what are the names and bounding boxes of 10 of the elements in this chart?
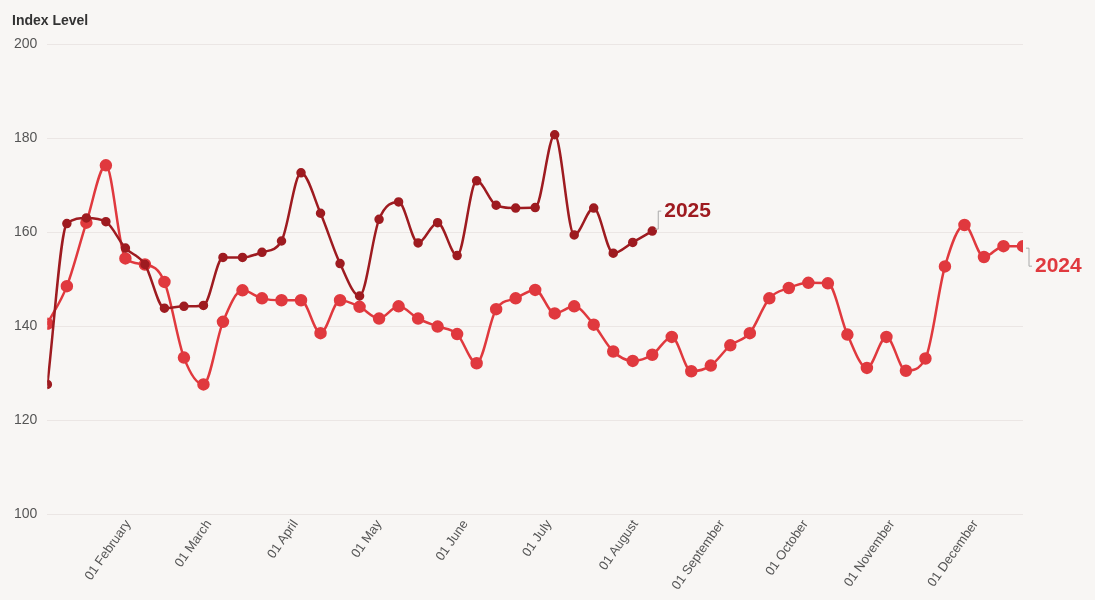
y-axis-title: Index Level xyxy=(12,11,89,28)
series-label: 2025 xyxy=(664,197,712,221)
y-tick-label: 120 xyxy=(14,410,38,427)
y-tick-label: 180 xyxy=(14,128,38,145)
series-label: 2024 xyxy=(1035,252,1083,276)
y-tick-label: 100 xyxy=(14,505,38,522)
x-tick-label: 01 July xyxy=(518,516,555,560)
y-tick-label: 140 xyxy=(14,316,38,333)
y-tick-label: 200 xyxy=(14,34,38,51)
y-tick-label: 160 xyxy=(14,222,38,239)
